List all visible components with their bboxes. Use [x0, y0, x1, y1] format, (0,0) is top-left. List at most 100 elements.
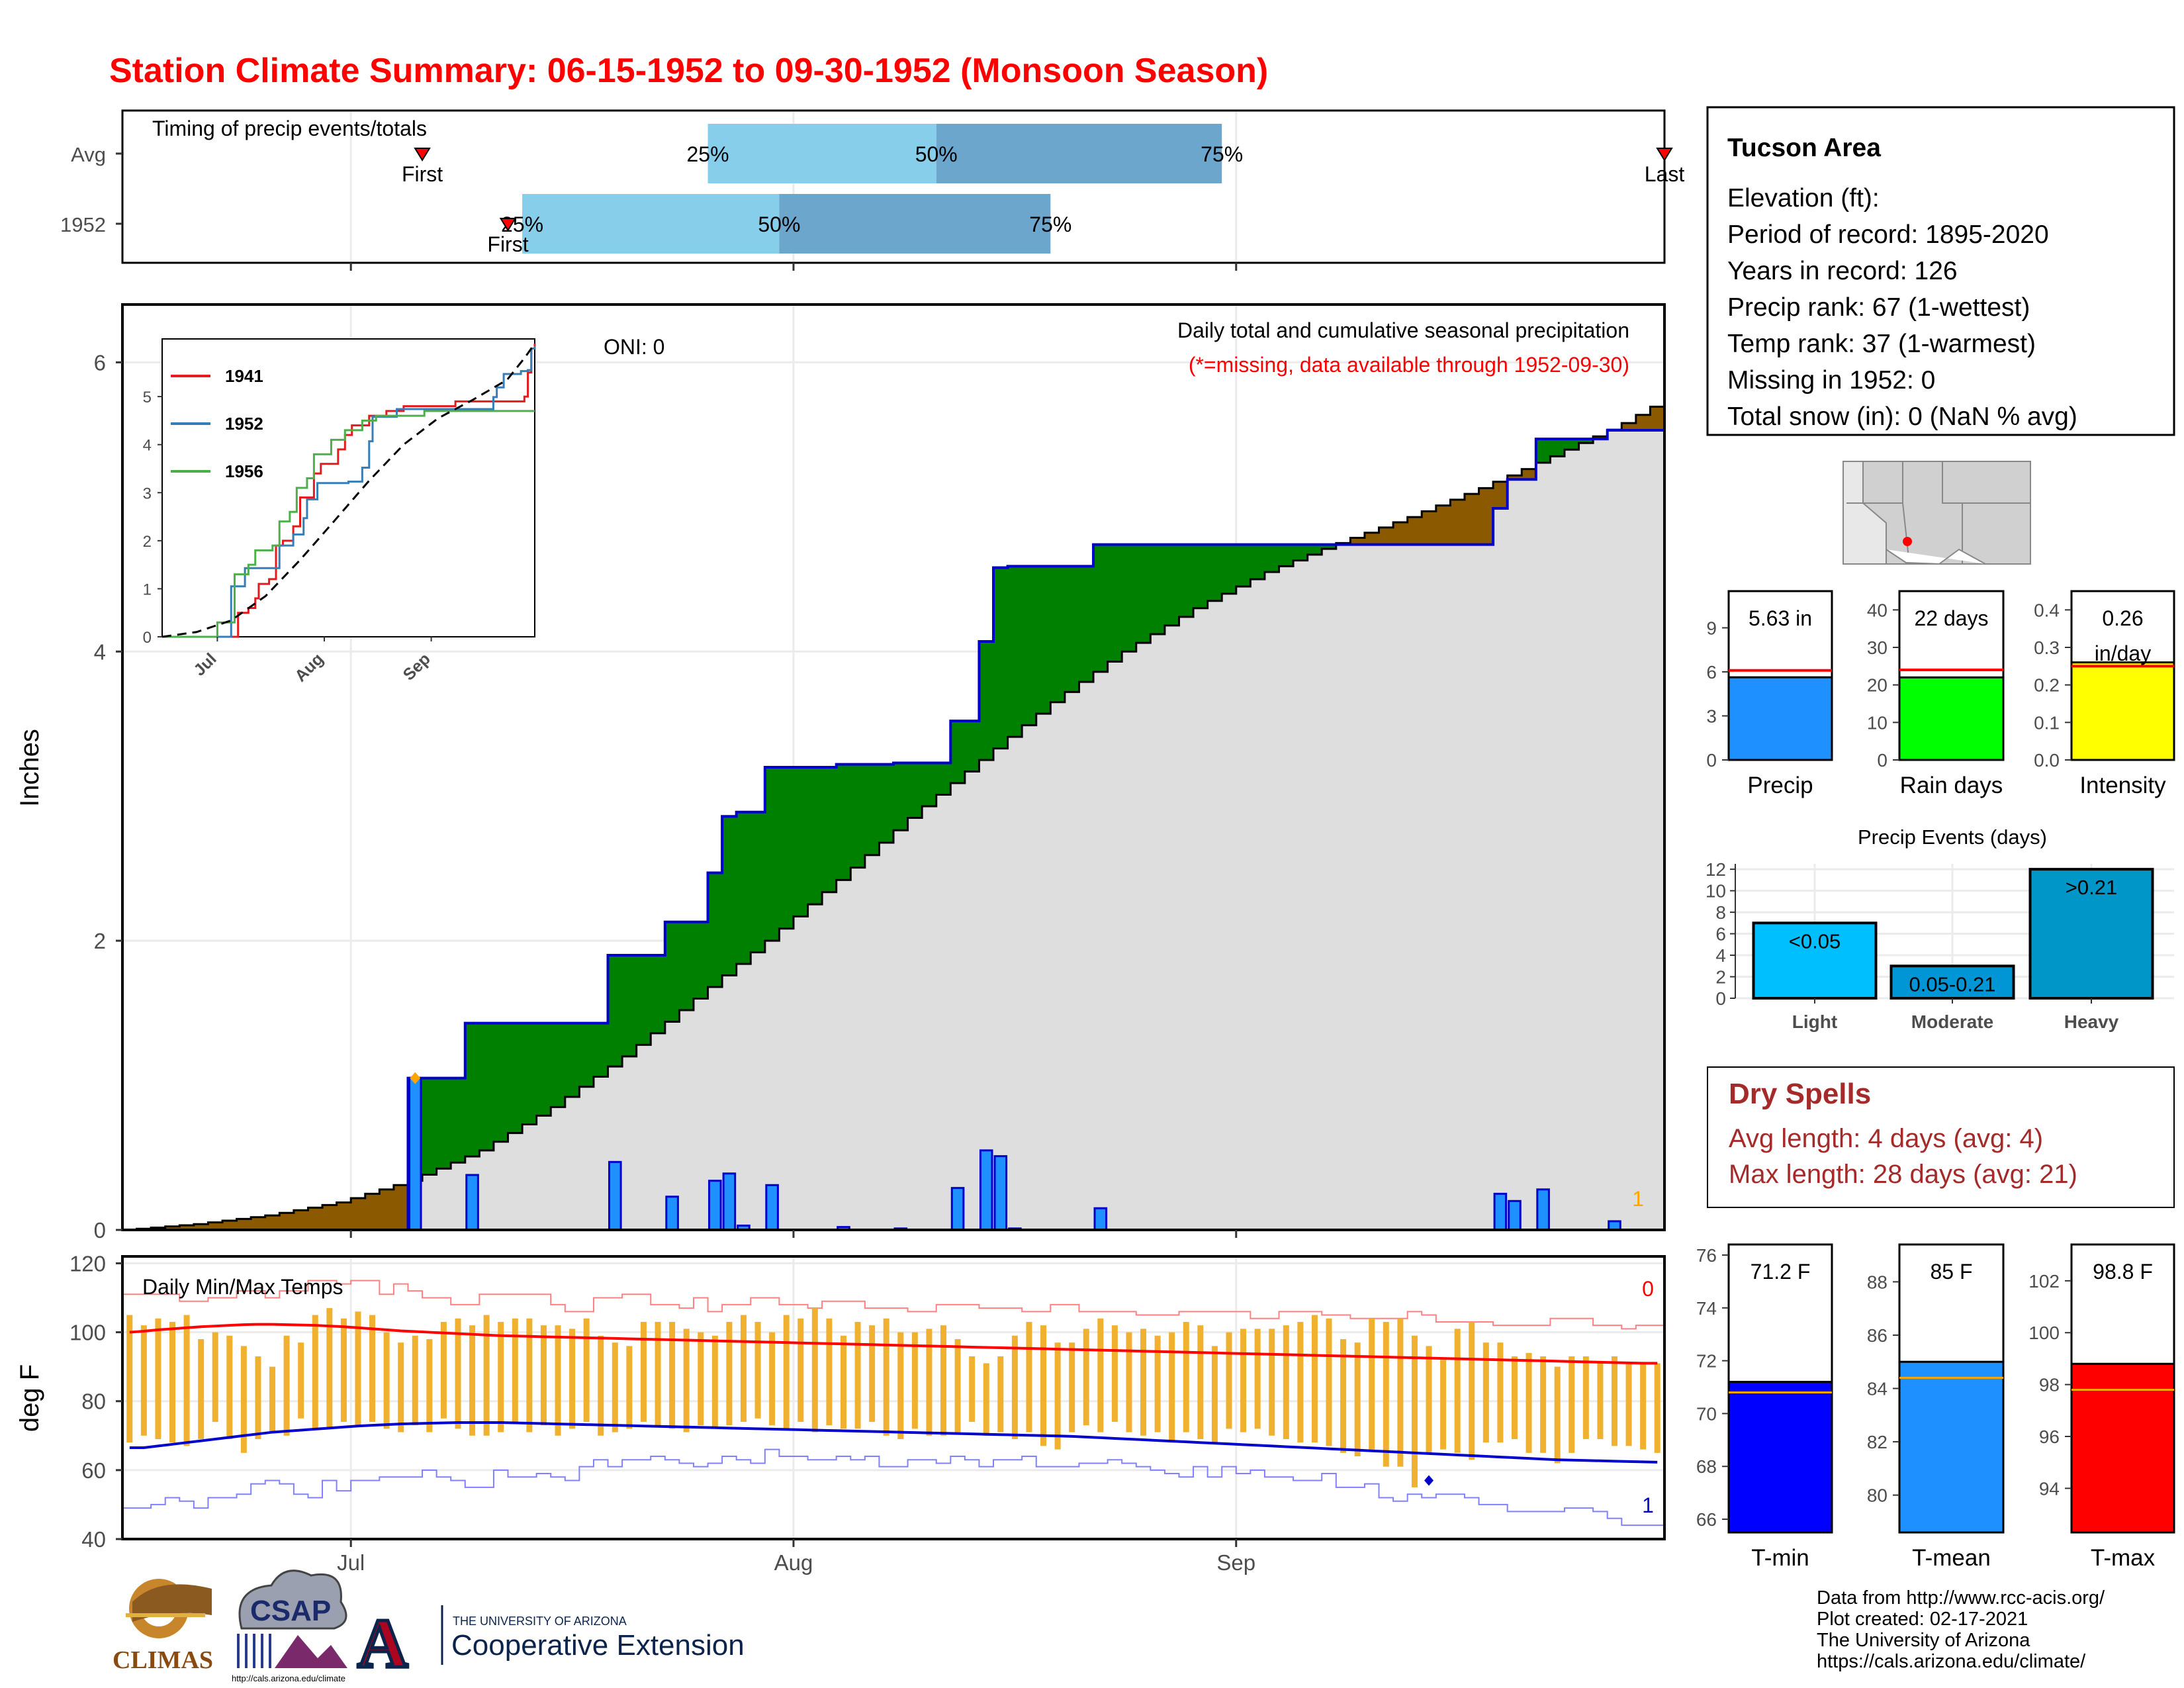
daily-temp-range-bar	[555, 1325, 561, 1436]
cumulative-difference-fill	[1650, 406, 1665, 431]
cumulative-base-fill	[1036, 714, 1051, 1230]
timing-p75-label: 75%	[1029, 212, 1071, 236]
cumulative-base-fill	[993, 748, 1009, 1230]
daily-temp-range-bar	[369, 1315, 376, 1422]
seasonal-stats-charts: 0 3 6 9 5.63 in Precip 0 10 20 30 40 22 days Rain da…	[1706, 590, 2175, 798]
cumulative-base-fill	[1007, 737, 1023, 1230]
cumulative-difference-fill	[636, 955, 651, 1045]
cumulative-base-fill	[764, 941, 780, 1230]
record-precip-marker	[410, 1072, 421, 1084]
stat-value-label: 71.2 F	[1751, 1260, 1811, 1284]
cumulative-base-fill	[1264, 572, 1280, 1230]
cumulative-base-fill	[1079, 682, 1094, 1230]
cumulative-difference-fill	[593, 1023, 609, 1077]
daily-temp-range-bar	[1211, 1346, 1218, 1443]
stat-category-label: Intensity	[2079, 773, 2166, 798]
daily-precip-bar	[1508, 1199, 1522, 1231]
daily-temp-range-bar	[1540, 1356, 1547, 1453]
temp-ytick-label: 80	[81, 1389, 106, 1414]
cumulative-base-fill	[1635, 430, 1651, 1230]
cumulative-base-fill	[1493, 508, 1508, 1231]
stat-value-label: 22 days	[1914, 606, 1988, 630]
daily-temp-range-bar	[1326, 1318, 1332, 1446]
daily-temp-range-bar	[398, 1342, 404, 1432]
daily-temp-range-bar	[283, 1335, 290, 1436]
daily-precip-bar	[708, 1180, 722, 1231]
daily-temp-range-bar	[1026, 1321, 1032, 1432]
daily-temp-range-bar	[455, 1318, 461, 1429]
cumulative-base-fill	[1479, 544, 1494, 1231]
cumulative-difference-fill	[336, 1202, 351, 1230]
cumulative-difference-fill	[664, 921, 680, 1022]
timing-row-label: Avg	[71, 143, 106, 166]
station-info-line: Precip rank: 67 (1-wettest)	[1727, 293, 2030, 322]
daily-temp-range-bar	[269, 1366, 276, 1432]
cumulative-difference-fill	[1150, 544, 1165, 635]
daily-temp-range-bar	[1183, 1321, 1189, 1432]
footer-credits: Data from http://www.rcc-acis.org/ Plot …	[1817, 1587, 2105, 1672]
cumulative-base-fill	[679, 1009, 694, 1230]
cumulative-difference-fill	[508, 1023, 523, 1133]
cumulative-difference-fill	[222, 1221, 238, 1230]
cumulative-difference-fill	[1307, 544, 1322, 555]
stat-ytick-label: 20	[1867, 675, 1888, 696]
stat-ytick-label: 102	[2028, 1271, 2060, 1291]
cumulative-difference-fill	[1064, 566, 1080, 692]
timing-last-marker	[1656, 148, 1673, 162]
precip-ytick-label: 4	[94, 639, 106, 664]
daily-temp-range-bar	[769, 1332, 776, 1426]
cumulative-difference-fill	[422, 1078, 437, 1175]
cumulative-difference-fill	[936, 763, 951, 795]
timing-row-label: 1952	[60, 213, 106, 236]
stat-value-bar	[1727, 1381, 1833, 1534]
daily-temp-range-bar	[1311, 1315, 1318, 1443]
daily-temp-range-bar	[811, 1308, 818, 1432]
stat-ytick-label: 0	[1706, 750, 1717, 771]
cumulative-base-fill	[579, 1086, 594, 1230]
precip-ylabel: Inches	[15, 729, 44, 807]
cumulative-difference-fill	[836, 764, 851, 880]
daily-temp-range-bar	[926, 1329, 933, 1436]
cumulative-difference-fill	[1050, 566, 1066, 702]
cumulative-base-fill	[707, 987, 723, 1230]
figure-title: Station Climate Summary: 06-15-1952 to 0…	[109, 52, 1268, 90]
station-info-line: Total snow (in): 0 (NaN % avg)	[1727, 402, 2077, 431]
cumulative-base-fill	[864, 855, 880, 1230]
events-category-label: Heavy	[2064, 1011, 2119, 1032]
daily-temp-range-bar	[1226, 1332, 1232, 1429]
cumulative-difference-fill	[1250, 544, 1265, 580]
cumulative-difference-fill	[850, 764, 866, 868]
events-title: Precip Events (days)	[1858, 825, 2047, 849]
cumulative-difference-fill	[465, 1023, 480, 1157]
cumulative-base-fill	[1564, 449, 1580, 1230]
stat-ytick-label: 84	[1867, 1379, 1888, 1399]
cumulative-difference-fill	[1179, 544, 1194, 617]
events-bar	[2028, 868, 2154, 1000]
daily-temp-range-bar	[1097, 1318, 1104, 1432]
daily-temp-range-bar	[1354, 1342, 1361, 1457]
cumulative-base-fill	[893, 830, 909, 1230]
inset-legend-label: 1952	[225, 414, 263, 434]
precip-ytick-label: 2	[94, 929, 106, 953]
daily-precip-bar	[993, 1155, 1008, 1231]
cumulative-difference-fill	[1535, 439, 1551, 463]
cumulative-base-fill	[451, 1162, 466, 1230]
daily-temp-range-bar	[840, 1335, 846, 1429]
cumulative-difference-fill	[1550, 439, 1565, 457]
daily-temp-range-bar	[854, 1321, 861, 1429]
cumulative-base-fill	[836, 880, 851, 1230]
cumulative-base-fill	[508, 1133, 523, 1230]
cumulative-base-fill	[1064, 692, 1080, 1230]
cumulative-difference-fill	[493, 1023, 509, 1142]
daily-temp-range-bar	[326, 1308, 333, 1429]
csap-logo-text: CSAP	[250, 1595, 331, 1627]
timing-last-label: Last	[1645, 162, 1685, 186]
cumulative-base-fill	[422, 1174, 437, 1230]
precip-frame	[121, 303, 1666, 1231]
station-info-line: Missing in 1952: 0	[1727, 366, 1935, 395]
daily-temp-range-bar	[183, 1315, 190, 1446]
cumulative-base-fill	[1136, 643, 1151, 1230]
stat-ytick-label: 0.2	[2034, 675, 2060, 696]
timing-p25-label: 25%	[687, 142, 729, 166]
temp-frame	[121, 1255, 1666, 1540]
